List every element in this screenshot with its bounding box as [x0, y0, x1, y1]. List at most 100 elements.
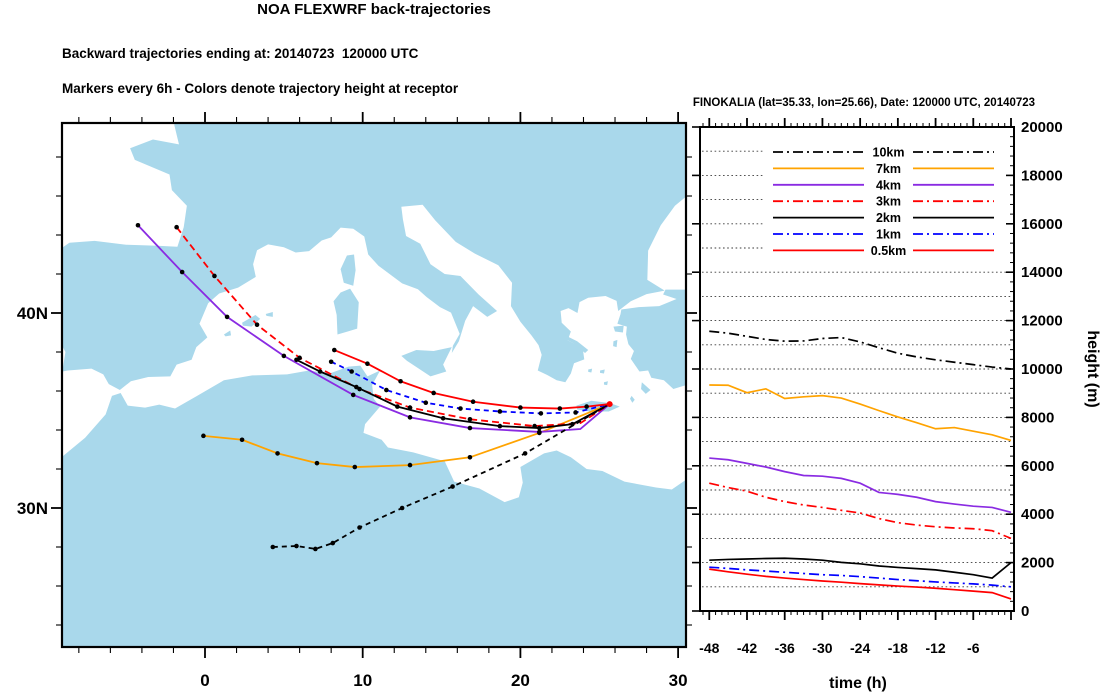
trajectory-map: 0 10 20 30 40N 30N: [17, 112, 697, 690]
land-polygon: [265, 312, 273, 317]
height-series-10km: [709, 330, 1012, 370]
trajectory-marker: [330, 540, 336, 546]
trajectory-marker: [314, 460, 320, 466]
height-tick-label: 20000: [1021, 119, 1063, 136]
trajectory-marker: [365, 361, 370, 367]
trajectory-path-3km: [175, 226, 611, 428]
map-lon-label: 0: [200, 671, 209, 690]
trajectory-marker: [467, 425, 473, 431]
time-tick-label: -48: [699, 640, 719, 656]
trajectory-marker: [313, 546, 318, 552]
map-clipped-area: [62, 123, 686, 647]
land-polygon: [603, 381, 608, 386]
trajectory-marker: [431, 390, 436, 396]
legend-label-3km: 3km: [876, 195, 901, 209]
trajectory-marker: [270, 544, 276, 550]
legend-label-2km: 2km: [876, 211, 901, 225]
trajectory-marker: [294, 543, 299, 549]
trajectory-marker: [538, 411, 544, 416]
trajectory-marker: [450, 484, 455, 489]
y-axis-title: height (m): [1084, 330, 1100, 407]
trajectory-marker: [467, 455, 473, 460]
height-tick-label: 8000: [1021, 409, 1054, 426]
map-lon-label: 30: [669, 671, 688, 690]
trajectory-marker: [224, 314, 230, 320]
subtitle-ending-time: Backward trajectories ending at: 2014072…: [62, 46, 419, 61]
trajectory-marker: [570, 421, 575, 427]
time-tick-label: -6: [967, 640, 980, 656]
trajectory-marker: [497, 409, 503, 414]
land-polygon: [588, 368, 593, 373]
height-series-4km: [709, 457, 1012, 514]
time-tick-label: -24: [850, 640, 870, 656]
height-tick-label: 10000: [1021, 361, 1063, 378]
trajectory-marker: [254, 322, 260, 328]
trajectory-marker: [349, 369, 354, 374]
receptor-marker: [606, 401, 613, 408]
gridlines: [702, 150, 1012, 588]
land-polygon: [613, 325, 624, 333]
trajectory-marker: [239, 437, 245, 443]
trajectory-path-4km: [137, 224, 611, 433]
trajectory-marker: [317, 369, 323, 374]
legend-label-7km: 7km: [876, 162, 901, 176]
trajectory-marker: [407, 415, 413, 420]
height-tick-label: 12000: [1021, 313, 1063, 330]
trajectory-marker: [174, 224, 179, 230]
trajectory-marker: [497, 423, 503, 429]
height-tick-label: 2000: [1021, 555, 1054, 572]
map-ticks: [51, 112, 697, 658]
map-lon-label: 20: [511, 671, 530, 690]
trajectory-marker: [350, 392, 356, 398]
trajectory-marker: [294, 357, 299, 363]
trajectory-marker: [440, 416, 446, 421]
time-tick-label: -12: [925, 640, 945, 656]
legend-label-4km: 4km: [876, 178, 901, 192]
land-polygon: [563, 335, 589, 353]
height-tick-label: 16000: [1021, 216, 1063, 233]
land-polygon: [340, 254, 356, 286]
trajectory-marker: [352, 464, 358, 470]
height-series-3km: [709, 482, 1012, 540]
trajectory-marker: [423, 400, 429, 406]
trajectory-marker: [135, 222, 141, 228]
height-panel-title: FINOKALIA (lat=35.33, lon=25.66), Date: …: [692, 97, 1036, 109]
land-polygon: [641, 382, 651, 394]
map-frame: [60, 121, 688, 649]
land-polygon: [223, 330, 232, 337]
land-polygon: [630, 395, 635, 403]
trajectory-marker: [537, 425, 542, 431]
legend: 10km 7km 4km 3km 2km 1km 0.5km: [765, 138, 1013, 260]
trajectory-marker: [399, 505, 405, 511]
trajectory-marker: [384, 387, 389, 393]
map-lat-label: 30N: [17, 499, 48, 518]
height-tick-label: 4000: [1021, 506, 1054, 523]
legend-background: [765, 138, 1013, 260]
land-polygon: [600, 369, 605, 374]
legend-label-10km: 10km: [873, 146, 905, 160]
height-tick-label: 14000: [1021, 264, 1063, 281]
trajectory-marker: [398, 378, 403, 384]
trajectory-marker: [332, 347, 337, 353]
height-series-0.5km: [709, 568, 1012, 600]
trajectory-marker: [357, 525, 362, 530]
trajectory-marker: [537, 429, 542, 435]
time-tick-label: -30: [812, 640, 832, 656]
land-polygon: [62, 123, 686, 391]
time-tick-label: -42: [737, 640, 757, 656]
time-tick-label: -36: [775, 640, 795, 656]
trajectory-marker: [458, 406, 463, 411]
trajectory-marker: [407, 462, 413, 468]
height-series-7km: [709, 384, 1012, 442]
time-tick-label: -18: [888, 640, 908, 656]
trajectory-marker: [522, 451, 528, 456]
legend-label-1km: 1km: [876, 228, 901, 242]
land-polygon: [613, 339, 618, 348]
trajectory-marker: [201, 433, 206, 439]
land-polygon: [242, 314, 261, 327]
land-polygon: [333, 288, 359, 335]
map-lon-label: 10: [353, 671, 372, 690]
trajectory-marker: [557, 406, 563, 411]
chart-ticks: [692, 118, 1014, 620]
